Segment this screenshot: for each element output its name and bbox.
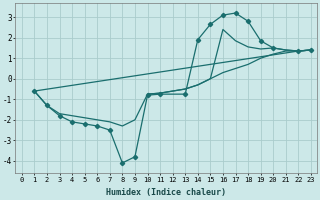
X-axis label: Humidex (Indice chaleur): Humidex (Indice chaleur) [106, 188, 226, 197]
